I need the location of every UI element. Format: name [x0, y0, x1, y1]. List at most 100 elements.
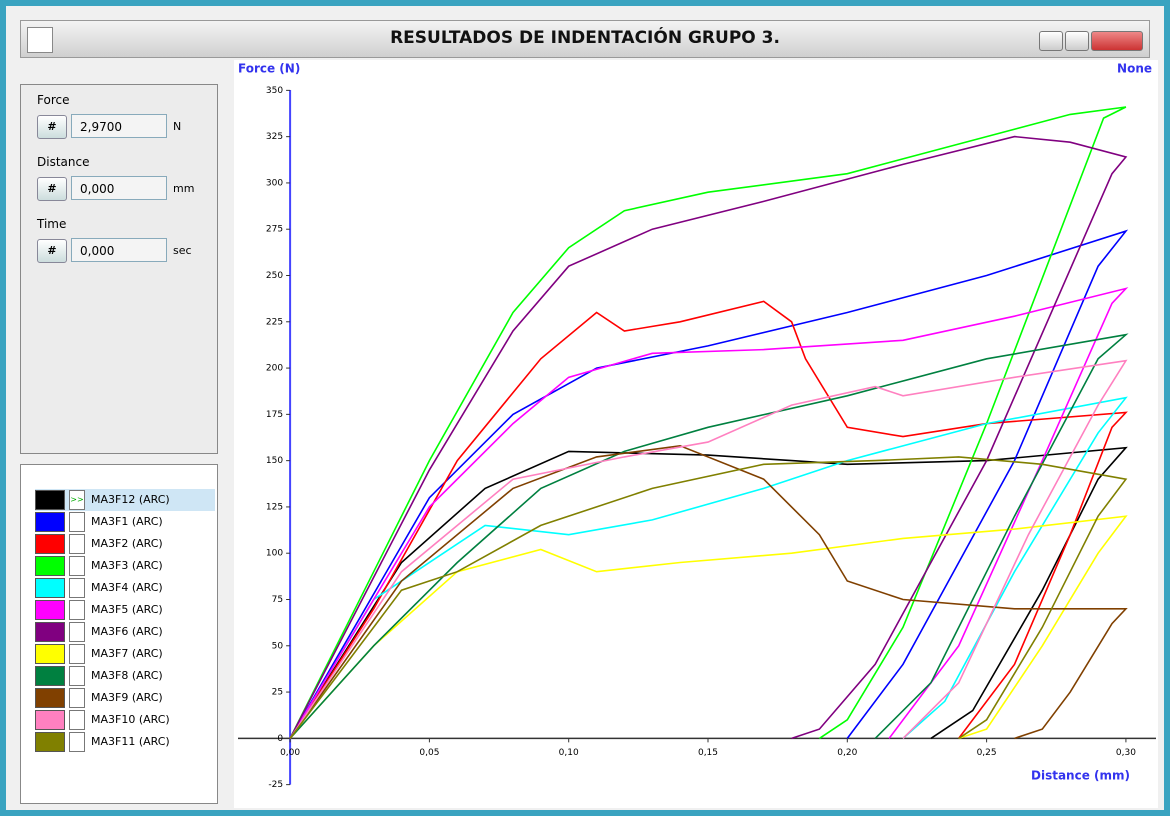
y-tick-label: 75	[272, 595, 283, 605]
legend-swatch	[35, 512, 65, 532]
y-tick-label: 175	[266, 410, 283, 420]
legend-panel: >> MA3F12 (ARC) MA3F1 (ARC) MA3F2 (ARC) MA3F…	[20, 464, 218, 804]
series-line	[289, 287, 1129, 739]
legend-row[interactable]: MA3F5 (ARC)	[35, 599, 215, 621]
legend-name: MA3F7 (ARC)	[91, 647, 163, 660]
legend-name: MA3F10 (ARC)	[91, 713, 170, 726]
legend-name: MA3F9 (ARC)	[91, 691, 163, 704]
y-tick-label: 125	[266, 502, 283, 512]
legend-checkbox[interactable]	[69, 710, 85, 730]
legend-row[interactable]: MA3F9 (ARC)	[35, 687, 215, 709]
legend-row[interactable]: >> MA3F12 (ARC)	[35, 489, 215, 511]
series-line	[289, 135, 1128, 740]
field-value: 2,9700	[71, 114, 167, 138]
legend-swatch	[35, 556, 65, 576]
legend-swatch	[35, 732, 65, 752]
legend-checkbox[interactable]	[69, 688, 85, 708]
series-line	[289, 106, 1127, 740]
y-tick-label: 150	[266, 456, 283, 466]
y-tick-label: -25	[268, 780, 283, 790]
field-button[interactable]: #	[37, 239, 67, 263]
field-button[interactable]: #	[37, 177, 67, 201]
legend-swatch	[35, 688, 65, 708]
title-bar: RESULTADOS DE INDENTACIÓN GRUPO 3.	[20, 20, 1150, 58]
field-label: Time	[37, 217, 67, 231]
y-tick-label: 25	[272, 688, 283, 698]
series-line	[289, 444, 1128, 740]
y-tick-label: 250	[266, 271, 283, 281]
y-tick-label: 50	[272, 641, 284, 651]
y-tick-label: 225	[266, 317, 283, 327]
legend-swatch	[35, 600, 65, 620]
y-tick-label: 0	[277, 734, 283, 744]
readout-panel: Force #2,9700 N Distance #0,000 mm Time #0,000 s…	[20, 84, 218, 454]
legend-row[interactable]: MA3F2 (ARC)	[35, 533, 215, 555]
legend-name: MA3F5 (ARC)	[91, 603, 163, 616]
legend-checkbox[interactable]	[69, 666, 85, 686]
legend-row[interactable]: MA3F8 (ARC)	[35, 665, 215, 687]
legend-checkbox[interactable]	[69, 644, 85, 664]
x-tick-label: 0,00	[280, 748, 300, 758]
x-tick-label: 0,30	[1116, 748, 1136, 758]
legend-swatch	[35, 710, 65, 730]
legend-swatch	[35, 534, 65, 554]
y-tick-label: 100	[266, 549, 283, 559]
legend-checkbox[interactable]	[69, 622, 85, 642]
legend-swatch	[35, 490, 65, 510]
legend-checkbox[interactable]	[69, 512, 85, 532]
series-line	[289, 300, 1128, 739]
series-line	[289, 333, 1129, 739]
legend-row[interactable]: MA3F10 (ARC)	[35, 709, 215, 731]
legend-row[interactable]: MA3F7 (ARC)	[35, 643, 215, 665]
close-button[interactable]	[1091, 31, 1143, 51]
series-line	[289, 396, 1128, 739]
series-line	[289, 446, 1128, 740]
legend-row[interactable]: MA3F4 (ARC)	[35, 577, 215, 599]
legend-name: MA3F1 (ARC)	[91, 515, 163, 528]
legend-swatch	[35, 622, 65, 642]
legend-name: MA3F11 (ARC)	[91, 735, 170, 748]
x-tick-label: 0,25	[977, 748, 997, 758]
series-line	[289, 456, 1128, 740]
window-title: RESULTADOS DE INDENTACIÓN GRUPO 3.	[390, 28, 780, 48]
legend-swatch	[35, 666, 65, 686]
legend-checkbox[interactable]	[69, 534, 85, 554]
field-unit: sec	[173, 244, 192, 257]
legend-swatch	[35, 644, 65, 664]
legend-row[interactable]: MA3F1 (ARC)	[35, 511, 215, 533]
right-label: None	[1117, 62, 1152, 76]
legend-checkbox[interactable]: >>	[69, 490, 85, 510]
legend-checkbox[interactable]	[69, 556, 85, 576]
field-value: 0,000	[71, 176, 167, 200]
field-value: 0,000	[71, 238, 167, 262]
legend-name: MA3F8 (ARC)	[91, 669, 163, 682]
x-axis-label: Distance (mm)	[1031, 769, 1130, 783]
legend-name: MA3F4 (ARC)	[91, 581, 163, 594]
maximize-button[interactable]	[1065, 31, 1089, 51]
y-tick-label: 200	[266, 364, 283, 374]
x-tick-label: 0,20	[837, 748, 857, 758]
legend-checkbox[interactable]	[69, 732, 85, 752]
legend-row[interactable]: MA3F11 (ARC)	[35, 731, 215, 753]
legend-name: MA3F3 (ARC)	[91, 559, 163, 572]
x-tick-label: 0,10	[559, 748, 579, 758]
legend-name: MA3F6 (ARC)	[91, 625, 163, 638]
y-tick-label: 300	[266, 178, 283, 188]
legend-row[interactable]: MA3F3 (ARC)	[35, 555, 215, 577]
field-button[interactable]: #	[37, 115, 67, 139]
legend-row[interactable]: MA3F6 (ARC)	[35, 621, 215, 643]
y-axis-label: Force (N)	[238, 62, 300, 76]
x-tick-label: 0,05	[419, 748, 439, 758]
legend-swatch	[35, 578, 65, 598]
chart: -25 0 25 50 75 100 125 150 175 200 225 250 275 300 325…	[234, 60, 1158, 808]
minimize-button[interactable]	[1039, 31, 1063, 51]
legend-checkbox[interactable]	[69, 600, 85, 620]
field-unit: mm	[173, 182, 195, 195]
field-unit: N	[173, 120, 182, 133]
series-line	[289, 229, 1129, 739]
field-label: Distance	[37, 155, 90, 169]
y-tick-label: 325	[266, 132, 283, 142]
app-icon	[27, 27, 53, 53]
legend-checkbox[interactable]	[69, 578, 85, 598]
y-tick-label: 350	[266, 86, 283, 96]
